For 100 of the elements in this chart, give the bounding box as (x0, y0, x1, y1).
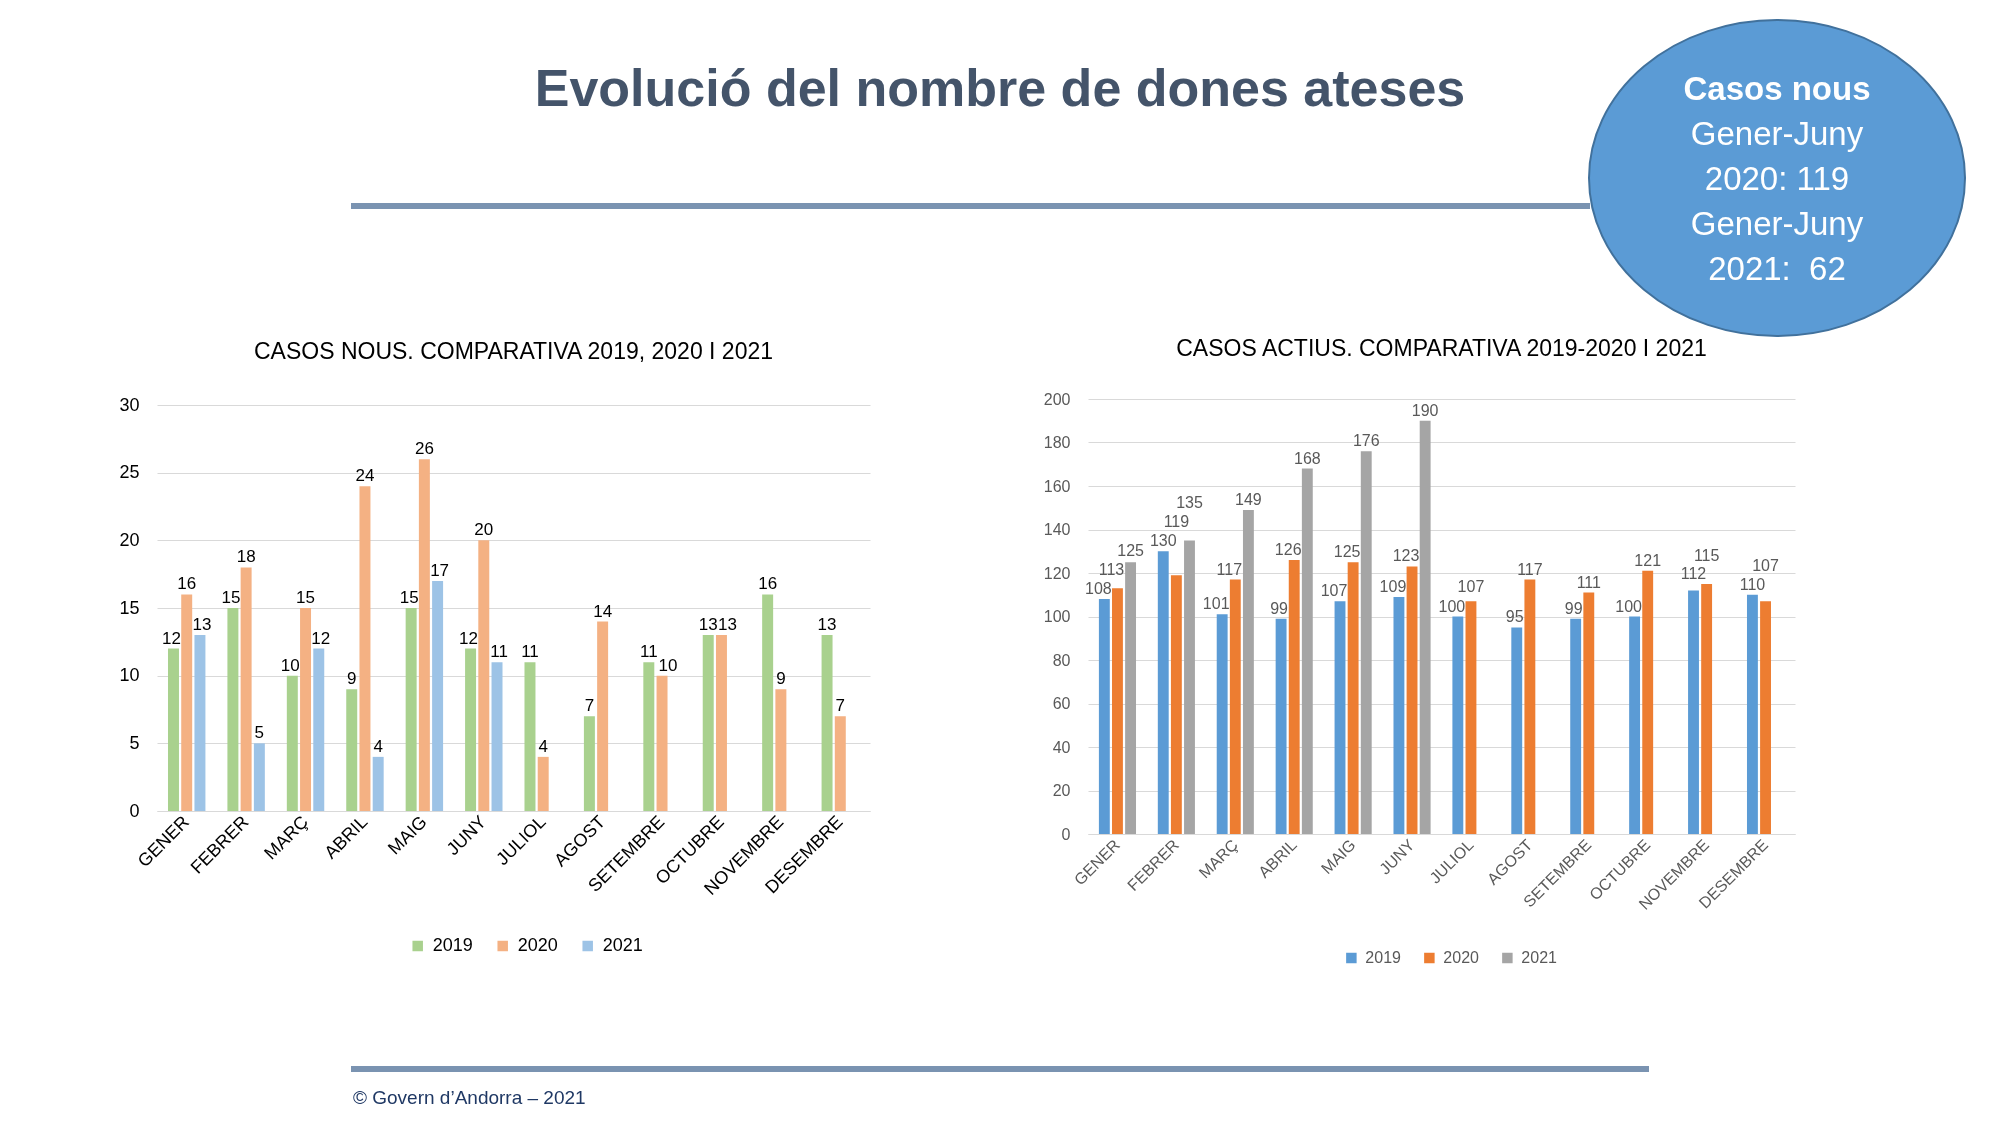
y-tick-label: 180 (1043, 434, 1071, 451)
data-label: 125 (1117, 542, 1145, 560)
bar (1275, 618, 1287, 834)
y-tick-label: 0 (1061, 825, 1071, 843)
data-label: 18 (236, 547, 256, 567)
data-label: 7 (584, 696, 595, 716)
y-tick-label: 10 (119, 665, 140, 686)
data-label: 10 (280, 655, 300, 675)
data-label: 99 (1270, 599, 1289, 617)
data-label: 16 (758, 574, 778, 594)
data-label: 108 (1084, 580, 1112, 598)
bar (643, 662, 655, 811)
data-label: 10 (658, 655, 678, 675)
data-label: 5 (254, 723, 265, 743)
bar (1524, 579, 1536, 834)
data-label: 9 (347, 669, 357, 689)
bar (1570, 618, 1582, 834)
y-tick-label: 20 (1052, 782, 1071, 799)
data-label: 107 (1320, 582, 1348, 600)
bar (1393, 596, 1405, 834)
text: Casos nous (1683, 68, 1871, 109)
text: Evolució del nombre de dones ateses (534, 58, 1466, 117)
legend-label: 2021 (602, 935, 643, 955)
bar (1360, 451, 1372, 834)
data-label: 99 (1564, 599, 1583, 617)
data-label: 149 (1235, 490, 1262, 508)
bar (1242, 509, 1254, 834)
data-label: 135 (1176, 494, 1203, 512)
data-label: 11 (521, 642, 539, 662)
data-label: 123 (1392, 547, 1420, 565)
bar (405, 608, 417, 811)
data-label: 130 (1149, 532, 1177, 550)
data-label: 107 (1457, 578, 1485, 596)
bar (1125, 562, 1137, 834)
legend-label: 2019 (432, 935, 473, 955)
bar (359, 486, 371, 811)
data-label: 4 (373, 736, 383, 756)
chart-title: CASOS ACTIUS. COMPARATIVA 2019-2020 I 2021 (1176, 335, 1707, 361)
bar (1629, 616, 1641, 834)
bar (346, 689, 358, 811)
bar (1701, 583, 1713, 834)
data-label: 110 (1739, 575, 1766, 593)
chart-title: CASOS NOUS. COMPARATIVA 2019, 2020 I 2021 (253, 338, 774, 364)
data-label: 26 (414, 439, 434, 459)
bar (372, 756, 384, 811)
data-label: 119 (1163, 513, 1190, 531)
data-label: 107 (1752, 557, 1779, 575)
bar (834, 716, 846, 811)
y-tick-label: 80 (1052, 651, 1071, 669)
data-label: 13 (698, 615, 718, 635)
data-label: 12 (162, 628, 181, 648)
bar (432, 580, 444, 811)
data-label: 100 (1615, 597, 1643, 615)
y-tick-label: 200 (1043, 390, 1071, 408)
data-label: 95 (1505, 608, 1524, 626)
bar (656, 675, 668, 811)
bar (1419, 420, 1431, 834)
data-label: 112 (1680, 565, 1707, 583)
bar (1301, 468, 1313, 834)
data-label: 15 (399, 588, 419, 607)
legend-label: 2020 (1443, 949, 1480, 966)
data-label: 109 (1379, 577, 1407, 595)
data-label: 15 (296, 588, 315, 607)
bar (227, 608, 239, 811)
data-label: 12 (311, 628, 331, 648)
data-label: 101 (1202, 595, 1230, 613)
bar (240, 567, 252, 811)
text: Gener-Juny 2020: 119 (1689, 113, 1865, 199)
bar (1229, 579, 1241, 834)
bar (1746, 594, 1758, 834)
bar (1184, 540, 1195, 834)
legend-label: 2019 (1365, 949, 1402, 966)
data-label: 117 (1216, 560, 1243, 578)
bar (167, 648, 179, 811)
data-label: 7 (835, 696, 846, 716)
data-label: 24 (355, 466, 375, 486)
bar (1688, 590, 1699, 834)
data-label: 15 (221, 588, 241, 607)
bar (478, 540, 490, 811)
data-label: 14 (593, 601, 613, 621)
data-label: 16 (177, 574, 197, 594)
y-tick-label: 15 (119, 597, 140, 618)
data-label: 168 (1293, 449, 1321, 467)
bar (1288, 559, 1300, 834)
data-label: 176 (1352, 432, 1380, 450)
bar (1334, 601, 1346, 834)
data-label: 126 (1274, 540, 1302, 558)
y-tick-label: 60 (1052, 695, 1071, 712)
legend-label: 2021 (1521, 949, 1558, 966)
y-tick-label: 140 (1043, 521, 1071, 538)
y-tick-label: 30 (119, 394, 140, 415)
bar (715, 635, 727, 811)
bar (1583, 592, 1595, 834)
bar (1465, 601, 1477, 834)
bar (597, 621, 609, 811)
text: Gener-Juny 2021: 62 (1689, 203, 1865, 289)
y-tick-label: 0 (129, 800, 140, 821)
bar (1098, 599, 1110, 834)
data-label: 190 (1411, 401, 1439, 419)
bar (1216, 614, 1228, 834)
